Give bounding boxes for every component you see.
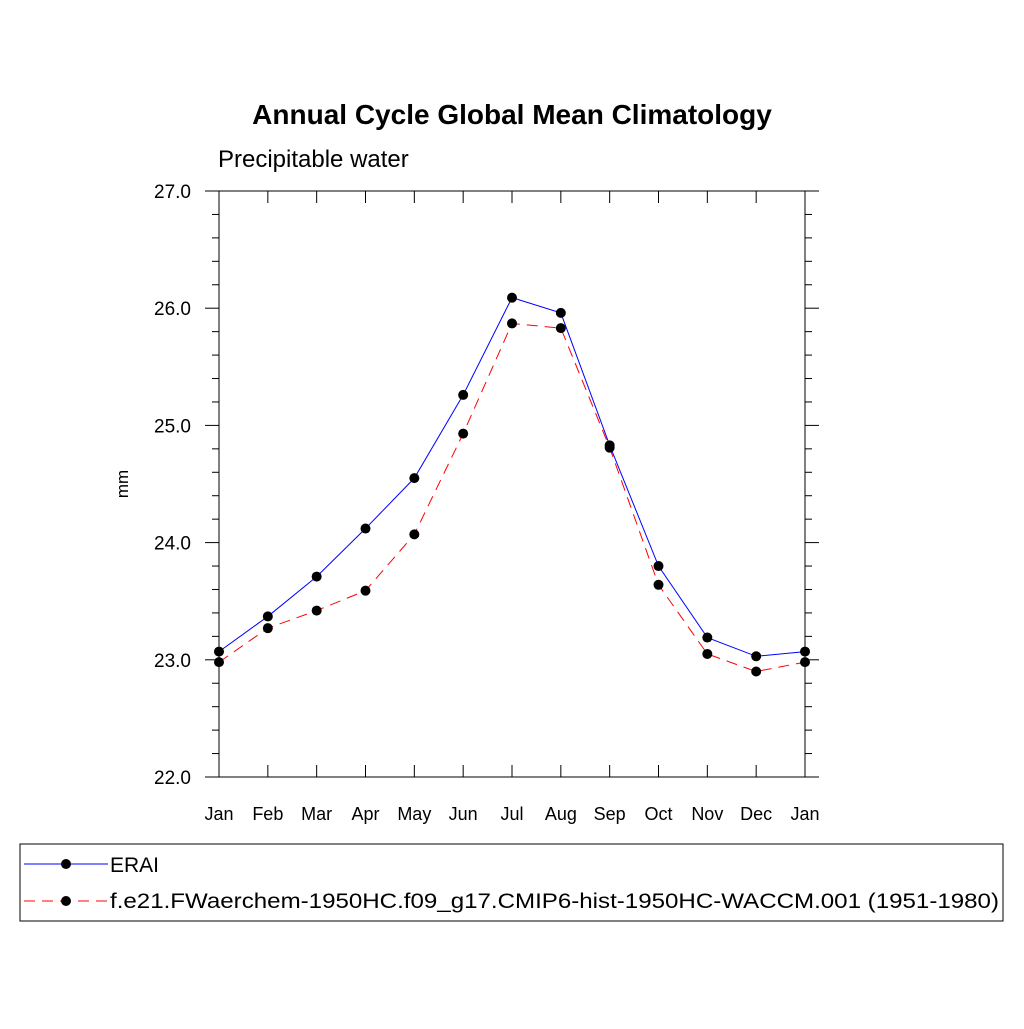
legend-box	[19, 843, 1004, 922]
series-line-1	[218, 322, 806, 673]
data-point-s0	[653, 561, 664, 572]
y-tick-label: 23.0	[154, 651, 191, 672]
data-point-s1	[507, 318, 517, 329]
x-tick-label: Mar	[301, 804, 332, 824]
x-tick-label: Jan	[204, 804, 233, 824]
y-tick-label: 24.0	[154, 534, 191, 555]
series-layer	[214, 292, 810, 677]
data-point-s1	[409, 529, 420, 540]
data-point-s1	[604, 442, 615, 453]
data-point-s1	[800, 657, 810, 668]
data-point-s0	[360, 523, 371, 534]
chart-subtitle: Precipitable water	[218, 146, 409, 173]
x-tick-label: May	[397, 804, 431, 824]
data-point-s1	[458, 428, 469, 439]
data-point-s1	[360, 585, 371, 596]
x-tick-label: Sep	[594, 804, 626, 824]
data-point-s0	[555, 307, 566, 318]
x-tick-label: Apr	[351, 804, 379, 824]
x-tick-label: Nov	[691, 804, 723, 824]
chart-title: Annual Cycle Global Mean Climatology	[252, 99, 772, 130]
legend-marker-erai	[61, 859, 71, 869]
x-tick-label: Dec	[740, 804, 772, 824]
y-tick-label: 26.0	[154, 299, 191, 320]
x-tick-labels: Jan Feb Mar Apr May Jun Jul Aug Sep Oct Nov Dec Jan	[204, 804, 819, 824]
legend-label-model: f.e21.FWaerchem-1950HC.f09_g17.CMIP6-his…	[110, 890, 999, 913]
y-tick-label: 22.0	[154, 768, 191, 789]
legend: ERAI f.e21.FWaerchem-1950HC.f09_g17.CMIP…	[19, 843, 1004, 922]
y-tick-label: 25.0	[154, 416, 191, 437]
data-point-s0	[751, 651, 762, 662]
x-tick-label: Jul	[500, 804, 523, 824]
x-tick-label: Oct	[644, 804, 672, 824]
x-tick-label: Jun	[449, 804, 478, 824]
x-tick-label: Aug	[545, 804, 577, 824]
data-point-s0	[214, 646, 224, 657]
x-tick-label: Feb	[252, 804, 283, 824]
axis-ticks	[205, 190, 819, 778]
x-tick-label: Jan	[790, 804, 819, 824]
data-point-s0	[800, 646, 810, 657]
data-point-s0	[311, 571, 322, 582]
data-point-s0	[409, 473, 420, 484]
y-axis-label: mm	[113, 470, 132, 498]
legend-label-erai: ERAI	[110, 854, 159, 877]
data-point-s0	[262, 611, 273, 622]
series-line-0	[218, 297, 806, 657]
data-point-s1	[262, 623, 273, 634]
data-point-s0	[702, 632, 713, 643]
plot-frame	[218, 190, 806, 778]
data-point-s1	[214, 657, 224, 668]
data-point-s1	[311, 605, 322, 616]
y-tick-labels: 22.0 23.0 24.0 25.0 26.0 27.0	[154, 182, 191, 789]
data-point-s1	[702, 648, 713, 659]
y-tick-label: 27.0	[154, 182, 191, 203]
data-point-s0	[507, 292, 517, 303]
data-point-s1	[555, 323, 566, 334]
data-point-s0	[458, 389, 469, 400]
legend-marker-model	[61, 896, 71, 906]
data-point-s1	[751, 666, 762, 677]
data-point-s1	[653, 579, 664, 590]
